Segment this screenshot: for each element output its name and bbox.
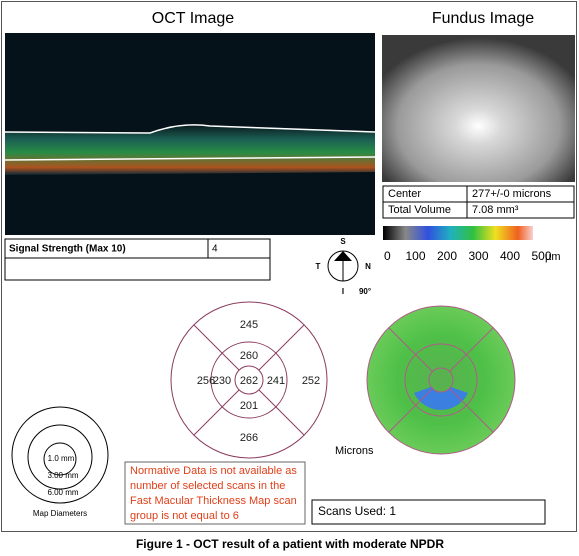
unit: Microns [335, 445, 374, 457]
frame [1, 1, 577, 532]
scale-label: 100 [405, 249, 425, 263]
outer-bottom: 266 [240, 432, 258, 444]
note-box [124, 461, 306, 525]
oct-band [5, 124, 375, 175]
cell: Total Volume [388, 204, 451, 216]
ring-label: 1.0 mm [48, 454, 75, 463]
map-caption: Map Diameters [33, 509, 87, 518]
oct-line [4, 124, 376, 134]
fundus-title: Fundus Image [432, 10, 534, 27]
map-diameters [11, 406, 109, 504]
outer-left: 256 [197, 375, 215, 387]
inner-bottom: 201 [240, 400, 258, 412]
scale-unit: µm [545, 251, 561, 263]
empty-box [4, 257, 271, 281]
cell: 277+/-0 microns [472, 188, 552, 200]
thickness-grid [170, 301, 328, 459]
inner-right: 241 [267, 375, 285, 387]
compass-i: I [342, 287, 344, 296]
compass-s: S [340, 237, 346, 246]
ring-label: 6.00 mm [47, 488, 78, 497]
fundus-image [382, 35, 575, 182]
scale-label: 200 [437, 249, 457, 263]
outer-right: 252 [302, 375, 320, 387]
compass-t: T [316, 262, 321, 271]
inner-top: 260 [240, 350, 258, 362]
center: 262 [240, 375, 258, 387]
scale-label: 300 [468, 249, 488, 263]
cell: Center [388, 188, 421, 200]
caption: Figure 1 - OCT result of a patient with … [136, 537, 444, 551]
note-line: group is not equal to 6 [130, 510, 239, 522]
scale-label: 400 [500, 249, 520, 263]
oct-line [4, 156, 376, 161]
cell: 7.08 mm³ [472, 204, 519, 216]
scans-box [311, 499, 546, 525]
color-map-grid [366, 305, 516, 455]
color-bar [383, 226, 533, 240]
compass-angle: 90° [359, 287, 371, 296]
note-line: Fast Macular Thickness Map scan [130, 495, 297, 507]
ring-label: 3.00 mm [47, 471, 78, 480]
compass-n: N [365, 262, 371, 271]
inner-left: 230 [213, 375, 231, 387]
note-line: number of selected scans in the [130, 480, 285, 492]
signal-value: 4 [212, 244, 218, 255]
outer-top: 245 [240, 319, 258, 331]
scale-label: 0 [384, 249, 391, 263]
scale-label: 500 [531, 249, 551, 263]
signal-label: Signal Strength (Max 10) [9, 244, 126, 255]
scans-used: Scans Used: 1 [318, 504, 396, 518]
color-map-low [414, 387, 468, 410]
note-line: Normative Data is not available as [130, 465, 297, 477]
oct-title: OCT Image [152, 10, 235, 27]
